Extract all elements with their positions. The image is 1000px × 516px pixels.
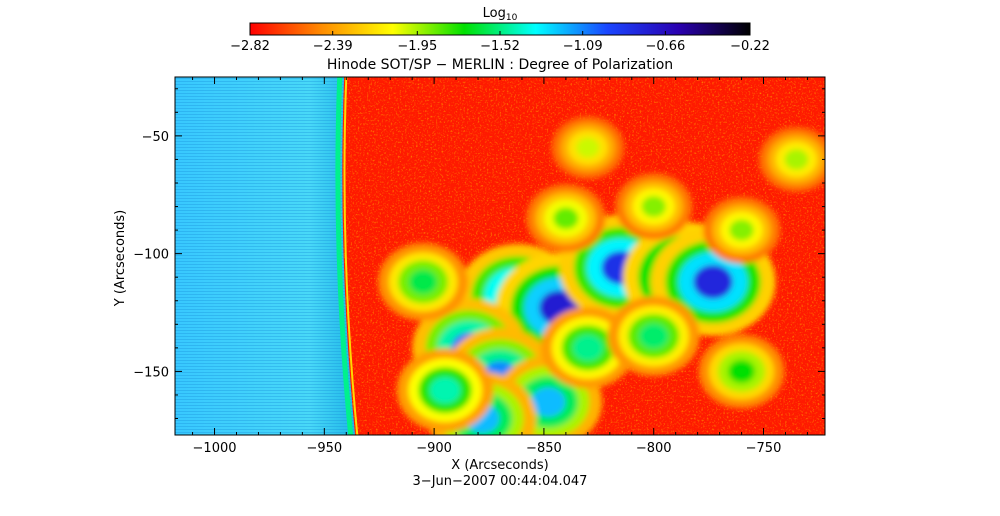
colorbar: Log10 −2.82 −2.39 −1.95 −1.52 −1.09 −0.66 −0.2… xyxy=(230,6,770,54)
polarization-patch xyxy=(729,219,754,241)
colorbar-label-main: Log xyxy=(483,6,506,21)
y-tick-label: −100 xyxy=(133,248,169,263)
colorbar-label-sub: 10 xyxy=(506,13,518,23)
limb-edge xyxy=(335,77,354,435)
polarization-patch xyxy=(639,323,669,349)
x-tick-label: −850 xyxy=(526,441,562,456)
polarization-patch xyxy=(408,269,438,295)
x-axis: −1000 −950 −900 −850 −800 −750 xyxy=(192,77,808,456)
off-limb-scanlines xyxy=(175,77,356,435)
polarization-patch xyxy=(531,387,566,417)
y-axis: −50 −100 −150 xyxy=(133,88,825,420)
polarization-patch xyxy=(693,264,733,299)
colorbar-tick-label: −2.82 xyxy=(230,39,270,54)
polarization-patch xyxy=(784,149,809,170)
colorbar-tick-label: −0.22 xyxy=(730,39,770,54)
x-tick-label: −950 xyxy=(306,441,342,456)
limb-edge-rim xyxy=(343,77,359,435)
x-axis-label: X (Arcseconds) xyxy=(451,458,548,473)
y-tick-label: −150 xyxy=(133,365,169,380)
x-tick-label: −1000 xyxy=(193,441,237,456)
colorbar-label: Log10 xyxy=(483,6,518,23)
colorbar-tick-label: −1.09 xyxy=(563,39,603,54)
colorbar-tick-label: −0.66 xyxy=(645,39,685,54)
chart-title: Hinode SOT/SP − MERLIN : Degree of Polar… xyxy=(327,57,673,73)
y-axis-label: Y (Arcseconds) xyxy=(113,210,128,307)
polarization-patch xyxy=(576,137,600,158)
plot-area xyxy=(175,77,825,435)
polarization-patch xyxy=(728,359,756,384)
x-tick-label: −750 xyxy=(746,441,782,456)
polarization-patch xyxy=(429,377,461,404)
y-tick-label: −50 xyxy=(142,130,169,145)
timestamp: 3−Jun−2007 00:44:04.047 xyxy=(413,474,588,489)
x-tick-label: −900 xyxy=(416,441,452,456)
colorbar-tick-label: −2.39 xyxy=(313,39,353,54)
polarization-patch xyxy=(641,196,666,218)
x-tick-label: −800 xyxy=(636,441,672,456)
colorbar-tick-label: −1.52 xyxy=(480,39,520,54)
polarization-patch xyxy=(553,207,579,230)
colorbar-tick-label: −1.95 xyxy=(397,39,437,54)
polarization-patch xyxy=(572,334,603,361)
